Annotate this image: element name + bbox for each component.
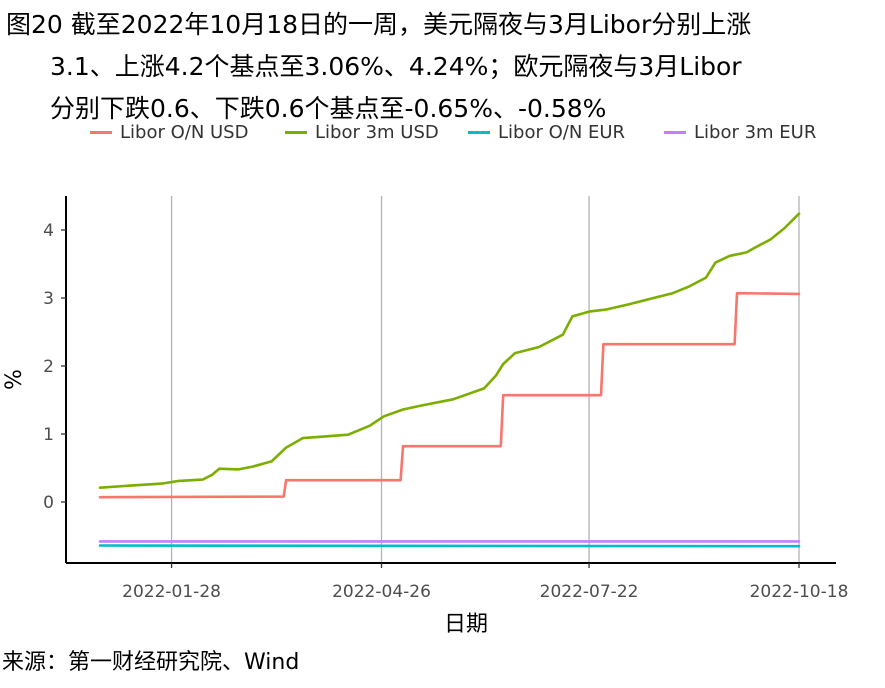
x-tick-label-0: 2022-01-28: [122, 582, 221, 602]
legend-item-libor-on-usd: Libor O/N USD: [90, 121, 248, 143]
source-note: 来源：第一财经研究院、Wind: [2, 650, 300, 675]
title-line-1: 图20 截至2022年10月18日的一周，美元隔夜与3月Libor分别上涨: [6, 10, 752, 39]
y-tick-label-2: 2: [43, 357, 54, 377]
legend-swatch-libor-on-eur: [468, 130, 490, 134]
title-line-3: 分别下跌0.6、下跌0.6个基点至-0.65%、-0.58%: [50, 94, 607, 123]
chart-title: 图20 截至2022年10月18日的一周，美元隔夜与3月Libor分别上涨 3.…: [6, 4, 876, 130]
legend-label-libor-on-eur: Libor O/N EUR: [498, 121, 626, 143]
x-axis-title: 日期: [444, 612, 488, 637]
legend-item-libor-on-eur: Libor O/N EUR: [468, 121, 625, 143]
legend-item-libor-3m-eur: Libor 3m EUR: [664, 121, 816, 143]
legend-label-libor-3m-usd: Libor 3m USD: [315, 121, 439, 143]
legend-swatch-libor-3m-eur: [664, 130, 686, 134]
title-line-2: 3.1、上涨4.2个基点至3.06%、4.24%；欧元隔夜与3月Libor: [50, 52, 742, 81]
x-tick-label-1: 2022-04-26: [332, 582, 431, 602]
y-tick-label-4: 4: [43, 221, 54, 241]
legend-swatch-libor-3m-usd: [285, 130, 307, 134]
legend-swatch-libor-on-usd: [90, 130, 112, 134]
series-line-libor-o-n-eur: [98, 544, 801, 548]
y-axis-title: %: [2, 369, 27, 390]
series-line-libor-o-n-usd: [98, 291, 801, 499]
legend: Libor O/N USD Libor 3m USD Libor O/N EUR…: [0, 121, 885, 143]
legend-item-libor-3m-usd: Libor 3m USD: [285, 121, 439, 143]
legend-label-libor-on-usd: Libor O/N USD: [120, 121, 249, 143]
y-tick-label-0: 0: [43, 493, 54, 513]
x-tick-label-2: 2022-07-22: [540, 582, 639, 602]
legend-label-libor-3m-eur: Libor 3m EUR: [694, 121, 817, 143]
series-line-libor-3m-usd: [98, 212, 801, 489]
y-tick-label-3: 3: [43, 289, 54, 309]
y-tick-label-1: 1: [43, 425, 54, 445]
x-tick-label-3: 2022-10-18: [750, 582, 849, 602]
